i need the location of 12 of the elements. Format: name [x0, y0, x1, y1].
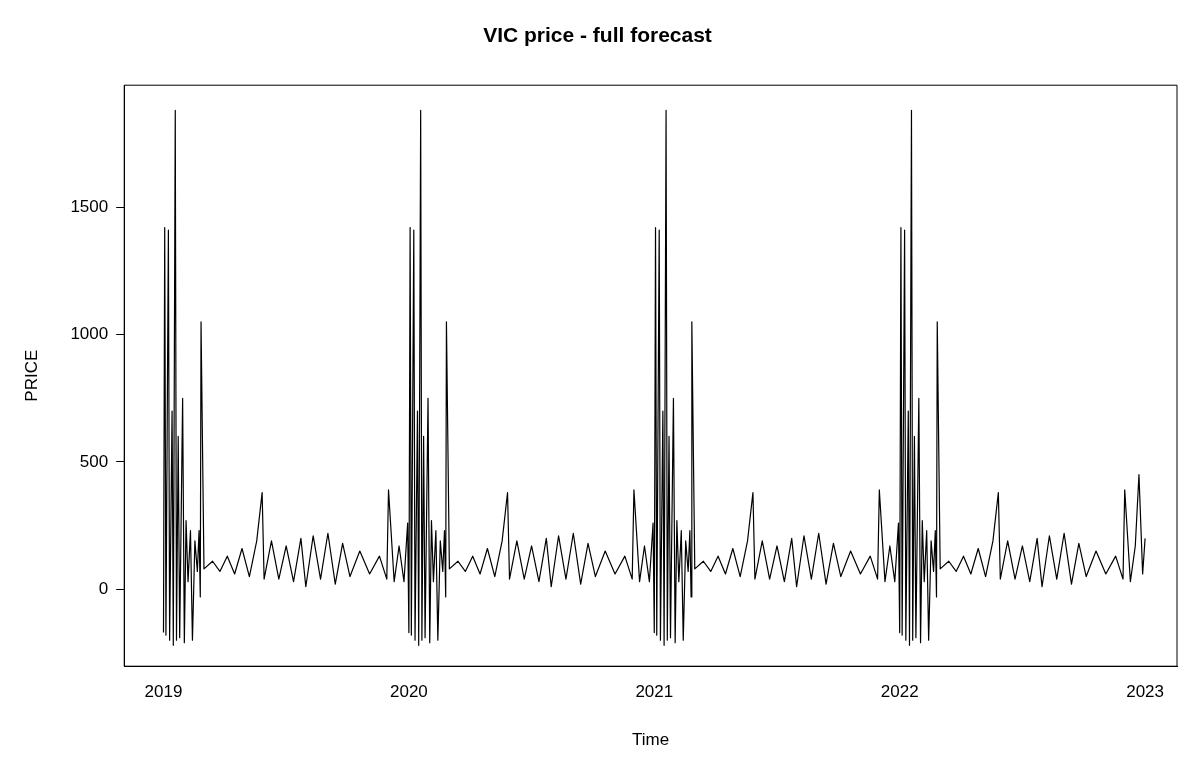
- x-tick-label: 2021: [635, 682, 674, 702]
- chart-title: VIC price - full forecast: [483, 23, 712, 47]
- x-axis-title: Time: [632, 730, 670, 750]
- y-tick-label: 1500: [70, 196, 109, 216]
- x-tick-label: 2023: [1126, 682, 1165, 702]
- x-tick-label: 2019: [144, 682, 183, 702]
- y-tick-label: 1000: [70, 324, 109, 344]
- y-tick-label: 500: [79, 451, 109, 471]
- x-tick-label: 2020: [389, 682, 428, 702]
- y-tick-label: 0: [98, 578, 109, 598]
- x-tick-label: 2022: [880, 682, 919, 702]
- y-axis-title: PRICE: [21, 349, 41, 402]
